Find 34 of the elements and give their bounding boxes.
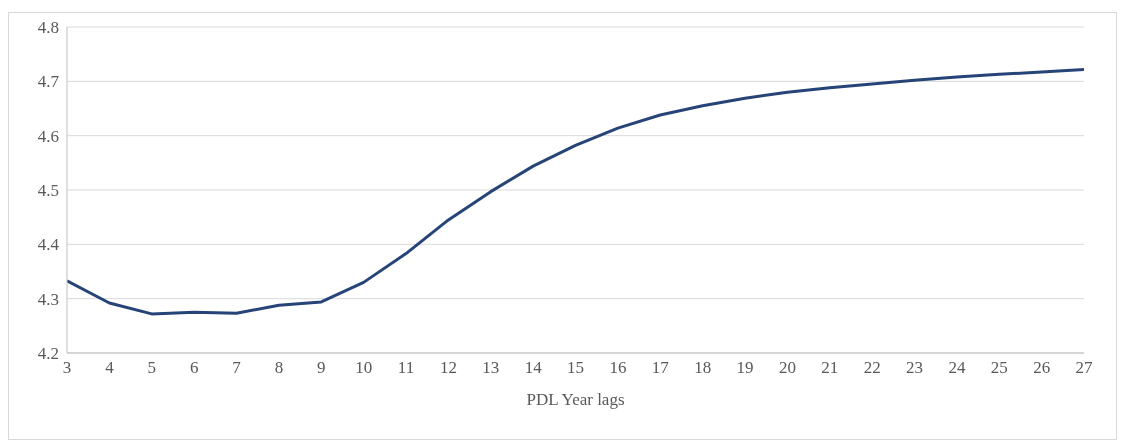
x-tick-label: 25	[990, 358, 1008, 378]
x-tick-label: 12	[439, 358, 457, 378]
x-tick-label: 21	[821, 358, 839, 378]
x-tick-label: 11	[397, 358, 415, 378]
x-tick-label: 23	[906, 358, 923, 378]
x-tick-label: 8	[274, 358, 284, 378]
x-tick-label: 13	[482, 358, 500, 378]
y-tick-label: 4.4	[37, 235, 60, 255]
x-tick-label: 19	[736, 358, 754, 378]
y-tick-label: 4.2	[37, 344, 59, 364]
x-tick-label: 14	[524, 358, 543, 378]
x-tick-label: 6	[189, 358, 199, 378]
x-tick-label: 24	[948, 358, 966, 378]
x-axis-title: PDL Year lags	[526, 390, 625, 409]
x-tick-label: 3	[62, 358, 72, 378]
x-tick-label: 5	[147, 358, 156, 378]
x-tick-label: 22	[863, 358, 881, 378]
y-tick-label: 4.6	[37, 126, 59, 146]
x-tick-label: 18	[694, 358, 712, 378]
y-tick-label: 4.8	[37, 18, 59, 38]
x-tick-label: 20	[778, 358, 796, 378]
x-tick-label: 26	[1033, 358, 1051, 378]
x-tick-label: 27	[1075, 358, 1093, 378]
line-series	[67, 67, 1084, 316]
x-tick-label: 10	[355, 358, 373, 378]
x-tick-label: 7	[232, 358, 242, 378]
y-tick-label: 4.5	[37, 181, 59, 201]
x-tick-label: 4	[105, 358, 115, 378]
y-tick-label: 4.7	[37, 72, 60, 92]
x-tick-label: 16	[609, 358, 627, 378]
x-tick-label: 15	[567, 358, 584, 378]
x-tick-label: 9	[317, 358, 326, 378]
x-tick-label: 17	[651, 358, 670, 378]
y-tick-label: 4.3	[37, 289, 59, 309]
